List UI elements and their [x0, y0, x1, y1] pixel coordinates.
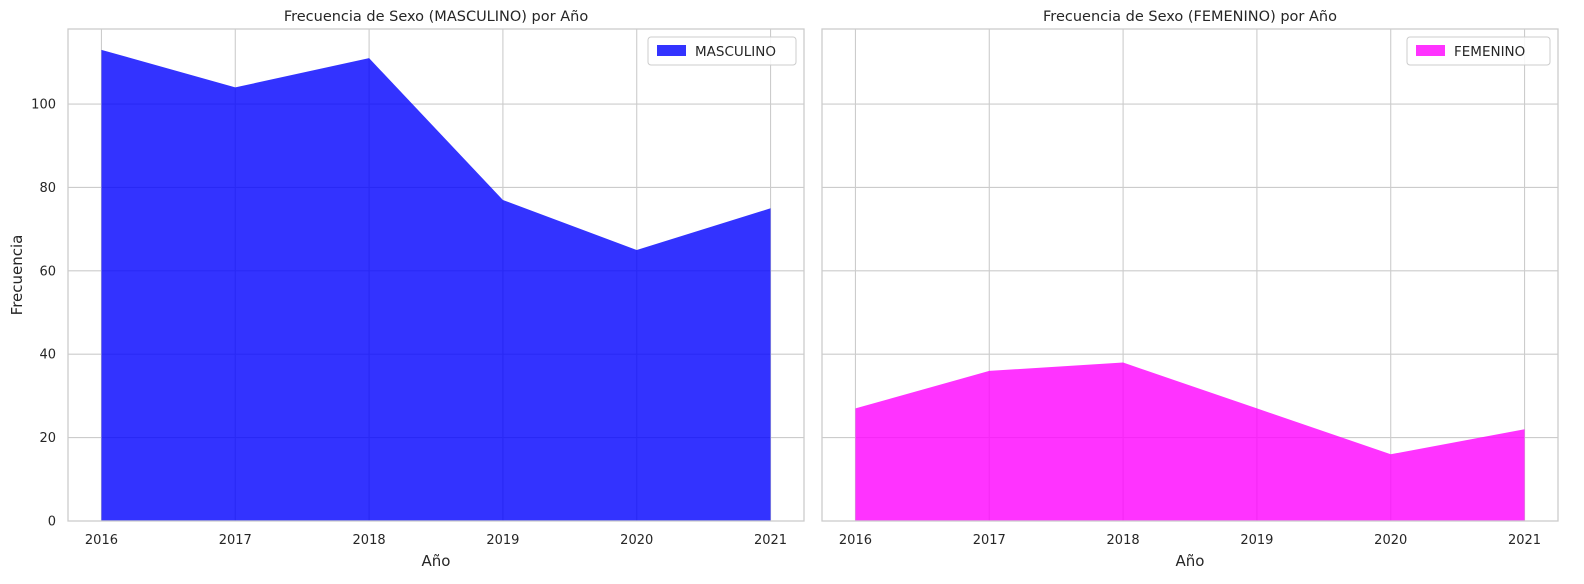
data-point: [636, 249, 638, 251]
data-point: [770, 207, 772, 209]
x-tick-label: 2018: [353, 533, 386, 548]
data-point: [1524, 428, 1526, 430]
area-series-femenino: [855, 362, 1525, 521]
chart-panel-1: 2016 2017 2018 2019 2020 2021 0 20 40 60 80 100 Frec…: [8, 9, 805, 570]
x-tick-label: 2016: [839, 533, 872, 548]
x-tick-label: 2016: [85, 533, 118, 548]
x-axis-label: Año: [1176, 552, 1205, 570]
legend-swatch: [1416, 45, 1445, 56]
x-tick-label: 2020: [620, 533, 653, 548]
x-tick-label: 2017: [973, 533, 1006, 548]
chart-panel-2: 2016 2017 2018 2019 2020 2021 Frecuencia de Se…: [821, 9, 1559, 570]
y-axis-label: Frecuencia: [8, 235, 26, 316]
chart-title: Frecuencia de Sexo (MASCULINO) por Año: [284, 9, 589, 25]
data-point: [1256, 407, 1258, 409]
y-tick-label: 80: [39, 181, 56, 196]
y-tick-label: 40: [39, 348, 56, 363]
data-point: [502, 199, 504, 201]
legend-box: [1406, 36, 1551, 66]
x-tick-label: 2019: [1240, 533, 1273, 548]
legend: MASCULINO: [647, 36, 797, 66]
x-tick-label: 2017: [219, 533, 252, 548]
legend-box: [647, 36, 797, 66]
data-point: [234, 86, 236, 88]
y-tick-label: 20: [39, 431, 56, 446]
x-tick-label: 2019: [486, 533, 519, 548]
data-point: [100, 49, 102, 51]
y-tick-label: 100: [31, 98, 56, 113]
x-axis-label: Año: [422, 552, 451, 570]
legend: FEMENINO: [1406, 36, 1551, 66]
chart-title: Frecuencia de Sexo (FEMENINO) por Año: [1043, 9, 1337, 25]
area-series-masculino: [101, 49, 771, 521]
x-tick-label: 2018: [1107, 533, 1140, 548]
legend-swatch: [657, 45, 686, 56]
data-point: [854, 407, 856, 409]
y-tick-label: 0: [48, 515, 56, 530]
legend-label: MASCULINO: [695, 44, 776, 60]
plot-frame: [821, 28, 1559, 522]
x-tick-label: 2021: [754, 533, 787, 548]
plot-frame: [67, 28, 805, 522]
y-tick-label: 60: [39, 264, 56, 279]
data-point: [988, 370, 990, 372]
x-tick-label: 2020: [1374, 533, 1407, 548]
x-tick-label: 2021: [1508, 533, 1541, 548]
data-point: [1390, 453, 1392, 455]
data-point: [1122, 362, 1124, 364]
data-point: [368, 57, 370, 59]
legend-label: FEMENINO: [1454, 44, 1525, 60]
